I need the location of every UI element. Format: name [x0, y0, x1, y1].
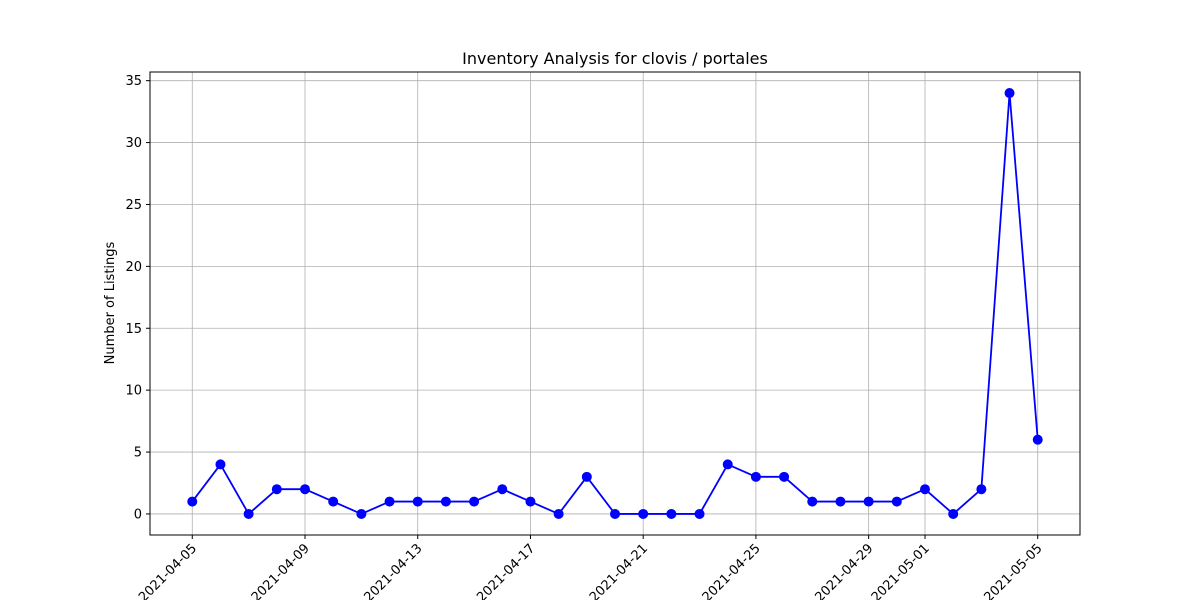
data-point [610, 508, 620, 519]
data-point [863, 496, 874, 507]
data-point [356, 508, 367, 519]
data-point [722, 459, 733, 470]
data-point [1032, 434, 1043, 445]
x-tick-label: 2021-05-01 [869, 541, 933, 600]
x-tick-label: 2021-04-13 [362, 541, 426, 600]
x-tick-label: 2021-04-05 [136, 541, 200, 600]
data-point [638, 508, 649, 519]
y-tick-label: 5 [134, 446, 142, 461]
data-point [469, 496, 480, 507]
data-point [328, 496, 339, 507]
data-point [835, 496, 846, 507]
data-point [920, 484, 930, 495]
x-tick-label: 2021-04-25 [700, 541, 764, 600]
data-point [750, 471, 761, 482]
chart-title: Inventory Analysis for clovis / portales [462, 49, 768, 68]
y-tick-label: 20 [125, 260, 142, 275]
data-point [581, 471, 592, 482]
data-point [694, 508, 705, 519]
series-line [191, 92, 1039, 515]
data-point [243, 508, 254, 519]
data-point [1004, 88, 1015, 99]
data-point [976, 484, 987, 495]
data-point [300, 484, 310, 495]
x-tick-label: 2021-04-17 [474, 541, 538, 600]
data-point [497, 484, 508, 495]
data-point [553, 508, 564, 519]
x-tick-label: 2021-04-29 [812, 541, 876, 600]
y-tick-label: 25 [125, 198, 142, 213]
data-point [440, 496, 451, 507]
data-point [891, 496, 902, 507]
data-point [525, 496, 536, 507]
data-point [779, 471, 790, 482]
y-tick-label: 30 [125, 136, 142, 151]
data-point [271, 484, 282, 495]
plot-frame [149, 71, 1081, 536]
y-tick-label: 10 [125, 384, 142, 399]
x-tick-label: 2021-04-21 [587, 541, 651, 600]
data-point [187, 496, 198, 507]
x-tick-label: 2021-05-05 [982, 541, 1046, 600]
y-axis-label: Number of Listings [103, 241, 118, 364]
y-tick-label: 15 [125, 322, 142, 337]
y-tick-label: 35 [125, 74, 142, 89]
data-point [215, 459, 226, 470]
data-point [384, 496, 395, 507]
data-point [807, 496, 818, 507]
data-point [666, 508, 677, 519]
data-point [948, 508, 959, 519]
x-tick-label: 2021-04-09 [249, 541, 313, 600]
y-tick-label: 0 [134, 507, 142, 522]
data-point [412, 496, 423, 507]
